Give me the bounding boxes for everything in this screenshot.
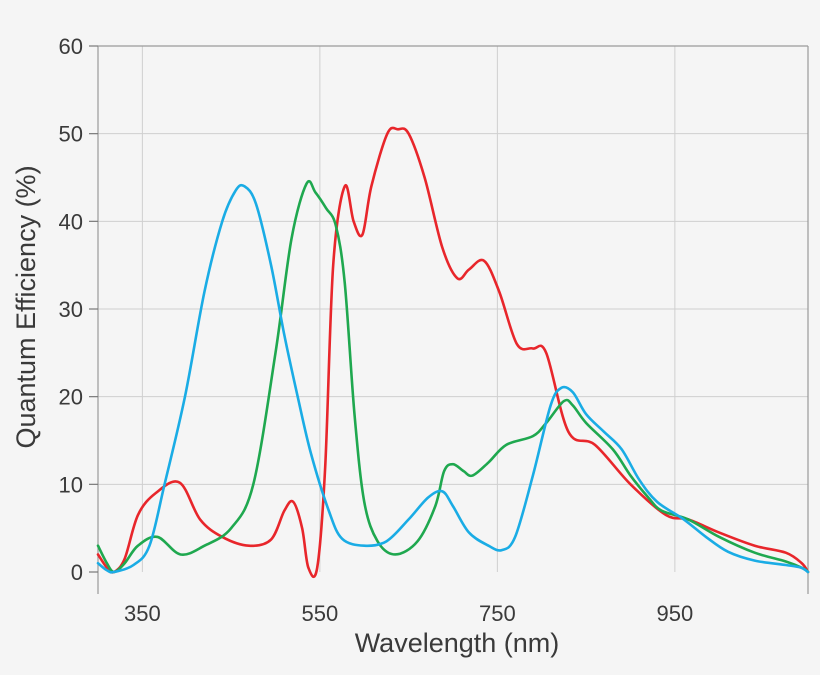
y-tick-label: 20 <box>59 385 83 410</box>
y-axis-label: Quantum Efficiency (%) <box>11 165 41 448</box>
series-lines <box>96 126 810 579</box>
y-tick-label: 0 <box>71 560 83 585</box>
x-tick-label: 350 <box>124 601 161 626</box>
y-tick-label: 60 <box>59 34 83 59</box>
x-tick-label: 550 <box>302 601 339 626</box>
x-tick-label: 950 <box>657 601 694 626</box>
tick-labels: 0 10 20 30 40 50 60 350 550 750 950 <box>59 34 694 626</box>
x-tick-label: 750 <box>479 601 516 626</box>
y-tick-label: 50 <box>59 122 83 147</box>
series-line-blue <box>96 183 810 574</box>
x-axis-label: Wavelength (nm) <box>355 628 560 658</box>
series-line-green <box>96 179 810 574</box>
series-line-red <box>96 126 810 579</box>
y-tick-label: 30 <box>59 297 83 322</box>
axes <box>89 45 809 594</box>
y-tick-label: 10 <box>59 472 83 497</box>
y-tick-label: 40 <box>59 209 83 234</box>
